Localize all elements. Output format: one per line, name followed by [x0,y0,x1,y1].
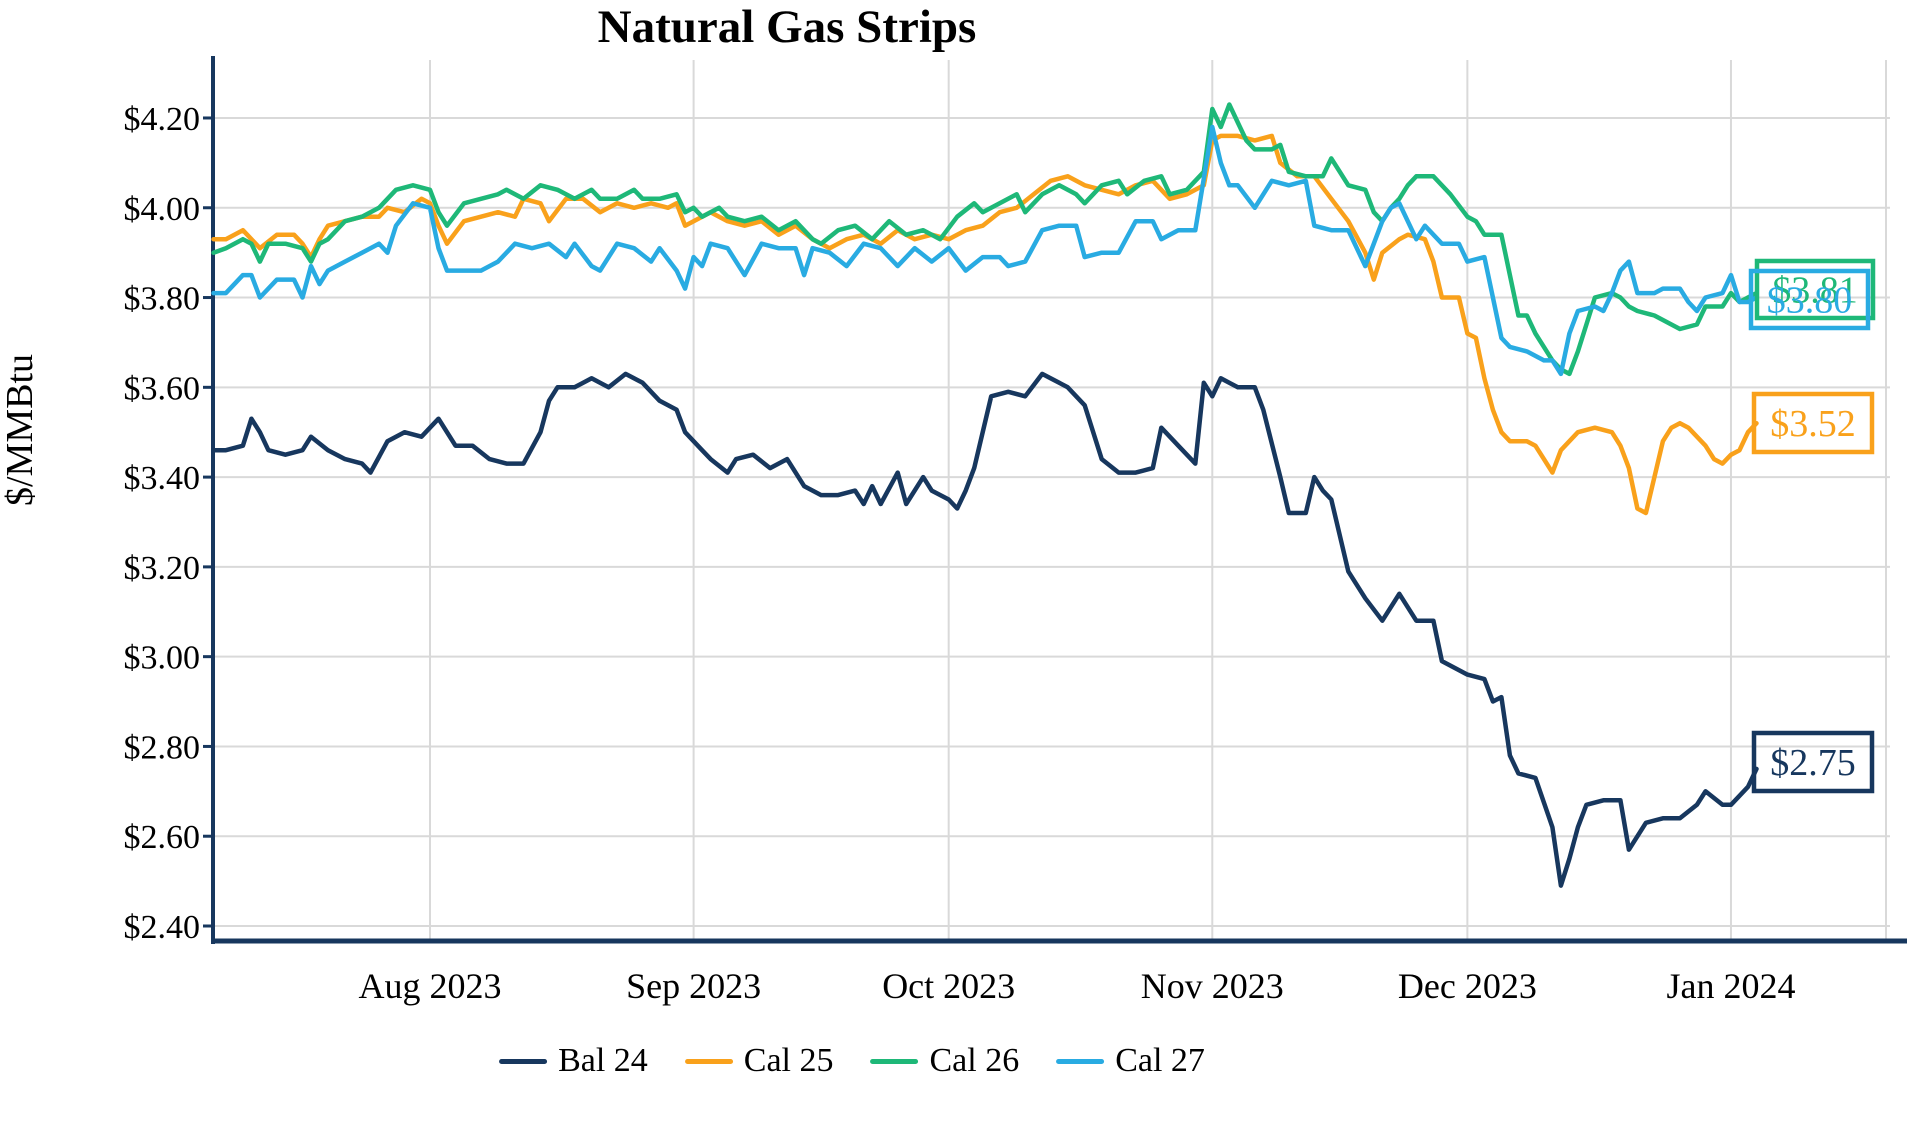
legend-item-cal-25: Cal 25 [684,1042,834,1079]
x-tick-label: Sep 2023 [626,966,761,1006]
end-label-275-box [1751,730,1875,794]
y-tick-label: $2.80 [124,729,201,766]
legend-swatch-cal-26 [870,1058,919,1064]
legend-label-bal-24: Bal 24 [558,1042,648,1079]
legend-label-cal-26: Cal 26 [929,1042,1020,1079]
end-label-380-box [1748,268,1871,331]
legend-item-cal-27: Cal 27 [1056,1044,1205,1078]
y-axis-title: $/MMBtu [0,354,41,506]
legend: Bal 24 Cal 25 Cal 26 Cal 27 [499,1044,1205,1078]
end-label-381-text: $3.81 [1772,270,1858,312]
y-tick-label: $3.00 [124,640,201,677]
end-label-380-text: $3.80 [1767,280,1853,322]
x-tick-label: Dec 2023 [1398,966,1537,1006]
y-tick-label: $3.80 [124,281,201,318]
y-tick-label: $4.20 [124,101,201,138]
legend-label-cal-25: Cal 25 [743,1042,834,1079]
y-tick-label: $2.40 [124,909,201,946]
series-line-cal-27 [211,124,1759,377]
x-tick-label: Nov 2023 [1141,966,1284,1006]
legend-label-cal-27: Cal 27 [1115,1042,1205,1079]
series-line-cal-26 [211,102,1759,377]
y-tick-label: $2.60 [124,819,201,856]
legend-swatch-bal-24 [499,1058,548,1064]
y-tick-label: $4.00 [124,191,201,228]
end-label-352-text: $3.52 [1770,403,1856,445]
series-line-cal-25 [211,133,1759,516]
end-label-352-box [1751,391,1875,455]
legend-item-bal-24: Bal 24 [499,1044,648,1078]
y-tick-label: $3.20 [124,550,201,587]
y-tick-label: $3.40 [124,460,201,497]
x-tick-label: Oct 2023 [882,966,1015,1006]
x-tick-label: Aug 2023 [359,966,502,1006]
legend-swatch-cal-25 [684,1058,733,1064]
end-label-381-box [1754,258,1876,321]
legend-item-cal-26: Cal 26 [870,1042,1020,1079]
x-tick-label: Jan 2024 [1666,966,1795,1006]
legend-swatch-cal-27 [1056,1058,1105,1064]
series-line-bal-24 [211,371,1759,888]
y-tick-label: $3.60 [124,370,201,407]
chart-title: Natural Gas Strips [597,1,977,53]
end-label-275-text: $2.75 [1770,742,1856,784]
